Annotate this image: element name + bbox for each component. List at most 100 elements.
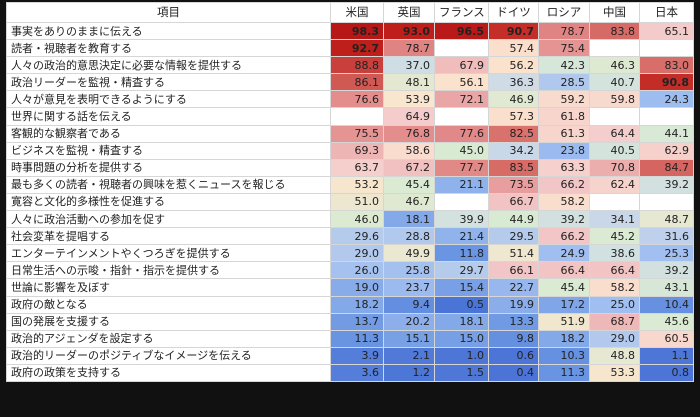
heatmap-cell: 69.3 xyxy=(330,141,384,160)
heatmap-cell: 22.7 xyxy=(488,278,539,297)
heatmap-cell: 31.6 xyxy=(639,227,694,246)
heatmap-cell: 83.5 xyxy=(488,158,539,177)
heatmap-cell: 15.1 xyxy=(383,329,435,348)
row-label: 政治的リーダーのポジティブなイメージを伝える xyxy=(6,346,331,365)
column-header: 日本 xyxy=(639,2,694,23)
heatmap-cell: 64.4 xyxy=(589,124,640,143)
heatmap-cell: 1.1 xyxy=(639,346,694,365)
heatmap-cell: 66.4 xyxy=(589,261,640,280)
table-row: 政治的アジェンダを設定する 11.3 15.1 15.0 9.8 18.2 29.0 60.5 xyxy=(6,329,694,348)
row-label: 日常生活への示唆・指針・指示を提供する xyxy=(6,261,331,280)
heatmap-cell: 59.2 xyxy=(538,90,590,109)
row-label: 世界に関する話を伝える xyxy=(6,107,331,126)
heatmap-cell xyxy=(639,192,694,212)
heatmap-cell xyxy=(589,39,640,58)
heatmap-cell: 83.0 xyxy=(639,56,694,75)
heatmap-cell: 56.2 xyxy=(488,56,539,75)
heatmap-cell: 29.0 xyxy=(589,329,640,348)
heatmap-cell: 23.8 xyxy=(538,141,590,160)
row-label: エンターテインメントやくつろぎを提供する xyxy=(6,244,331,263)
heatmap-cell: 26.0 xyxy=(330,261,384,280)
heatmap-cell: 61.3 xyxy=(538,124,590,143)
heatmap-cell: 15.0 xyxy=(434,329,489,348)
heatmap-cell: 86.1 xyxy=(330,73,384,92)
heatmap-cell: 40.5 xyxy=(589,141,640,160)
heatmap-cell xyxy=(434,107,489,126)
row-label: 人々が意見を表明できるようにする xyxy=(6,90,331,109)
row-label: 客観的な観察者である xyxy=(6,124,331,143)
heatmap-cell: 13.7 xyxy=(330,312,384,331)
table-row: 政府の敵となる 18.2 9.4 0.5 19.9 17.2 25.0 10.4 xyxy=(6,295,694,314)
heatmap-cell: 19.9 xyxy=(488,295,539,314)
heatmap-cell: 48.8 xyxy=(589,346,640,365)
heatmap-cell: 75.4 xyxy=(538,39,590,58)
heatmap-cell: 18.2 xyxy=(538,329,590,348)
heatmap-cell: 53.2 xyxy=(330,175,384,194)
heatmap-cell: 18.2 xyxy=(330,295,384,314)
heatmap-cell: 11.8 xyxy=(434,244,489,263)
heatmap-cell: 59.8 xyxy=(589,90,640,109)
heatmap-cell: 58.2 xyxy=(589,278,640,297)
table-row: 世界に関する話を伝える 64.9 57.3 61.8 xyxy=(6,107,694,126)
table-row: 読者・視聴者を教育する 92.7 78.7 57.4 75.4 xyxy=(6,39,694,58)
table-row: 社会変革を提唱する 29.6 28.8 21.4 29.5 66.2 45.2 31.6 xyxy=(6,227,694,246)
heatmap-cell: 39.2 xyxy=(639,261,694,280)
row-label: 事実をありのままに伝える xyxy=(6,21,331,41)
heatmap-cell: 44.9 xyxy=(488,210,539,229)
heatmap-cell: 98.3 xyxy=(330,21,384,41)
heatmap-cell: 29.5 xyxy=(488,227,539,246)
heatmap-cell: 0.8 xyxy=(639,363,694,382)
row-label: 寛容と文化的多様性を促進する xyxy=(6,192,331,212)
heatmap-cell: 78.7 xyxy=(538,21,590,41)
row-label: 政治的アジェンダを設定する xyxy=(6,329,331,348)
heatmap-cell: 34.1 xyxy=(589,210,640,229)
heatmap-cell: 96.5 xyxy=(434,21,489,41)
heatmap-cell: 90.7 xyxy=(488,21,539,41)
column-header: ロシア xyxy=(538,2,590,23)
row-label: 国の発展を支援する xyxy=(6,312,331,331)
heatmap-cell: 21.4 xyxy=(434,227,489,246)
heatmap-cell: 18.1 xyxy=(434,312,489,331)
heatmap-cell: 65.1 xyxy=(639,21,694,41)
heatmap-cell: 39.9 xyxy=(434,210,489,229)
column-header: ドイツ xyxy=(488,2,539,23)
row-label: 時事問題の分析を提供する xyxy=(6,158,331,177)
table-row: 国の発展を支援する 13.7 20.2 18.1 13.3 51.9 68.7 45.6 xyxy=(6,312,694,331)
heatmap-cell: 58.6 xyxy=(383,141,435,160)
heatmap-cell: 29.7 xyxy=(434,261,489,280)
heatmap-cell xyxy=(434,39,489,58)
heatmap-cell: 92.7 xyxy=(330,39,384,58)
heatmap-cell: 45.0 xyxy=(434,141,489,160)
header-row: 項目 米国 英国 フランス ドイツ ロシア 中国 日本 xyxy=(6,2,694,23)
heatmap-cell: 82.5 xyxy=(488,124,539,143)
heatmap-cell: 51.9 xyxy=(538,312,590,331)
table-row: 日常生活への示唆・指針・指示を提供する 26.0 25.8 29.7 66.1 66.4 6… xyxy=(6,261,694,280)
heatmap-cell: 53.3 xyxy=(589,363,640,382)
heatmap-cell: 68.7 xyxy=(589,312,640,331)
heatmap-cell: 3.9 xyxy=(330,346,384,365)
row-label: 人々の政治的意思決定に必要な情報を提供する xyxy=(6,56,331,75)
table-row: 政治リーダーを監視・精査する 86.1 48.1 56.1 36.3 28.5 40.7 90… xyxy=(6,73,694,92)
heatmap-cell: 36.3 xyxy=(488,73,539,92)
heatmap-cell: 0.4 xyxy=(488,363,539,382)
heatmap-cell: 66.1 xyxy=(488,261,539,280)
heatmap-cell: 66.4 xyxy=(538,261,590,280)
heatmap-cell: 25.3 xyxy=(639,244,694,263)
heatmap-cell: 37.0 xyxy=(383,56,435,75)
heatmap-cell xyxy=(330,107,384,126)
heatmap-cell: 57.3 xyxy=(488,107,539,126)
heatmap-cell: 45.6 xyxy=(639,312,694,331)
heatmap-cell: 45.2 xyxy=(589,227,640,246)
row-label: 政治リーダーを監視・精査する xyxy=(6,73,331,92)
heatmap-cell: 1.5 xyxy=(434,363,489,382)
heatmap-cell: 83.8 xyxy=(589,21,640,41)
heatmap-cell: 67.2 xyxy=(383,158,435,177)
heatmap-cell: 84.7 xyxy=(639,158,694,177)
table-row: 寛容と文化的多様性を促進する 51.0 46.7 66.7 58.2 xyxy=(6,192,694,212)
table-row: 客観的な観察者である 75.5 76.8 77.6 82.5 61.3 64.4 44.1 xyxy=(6,124,694,143)
heatmap-cell: 38.6 xyxy=(589,244,640,263)
heatmap-cell: 49.9 xyxy=(383,244,435,263)
heatmap-cell: 28.5 xyxy=(538,73,590,92)
heatmap-cell: 57.4 xyxy=(488,39,539,58)
heatmap-cell: 66.2 xyxy=(538,227,590,246)
